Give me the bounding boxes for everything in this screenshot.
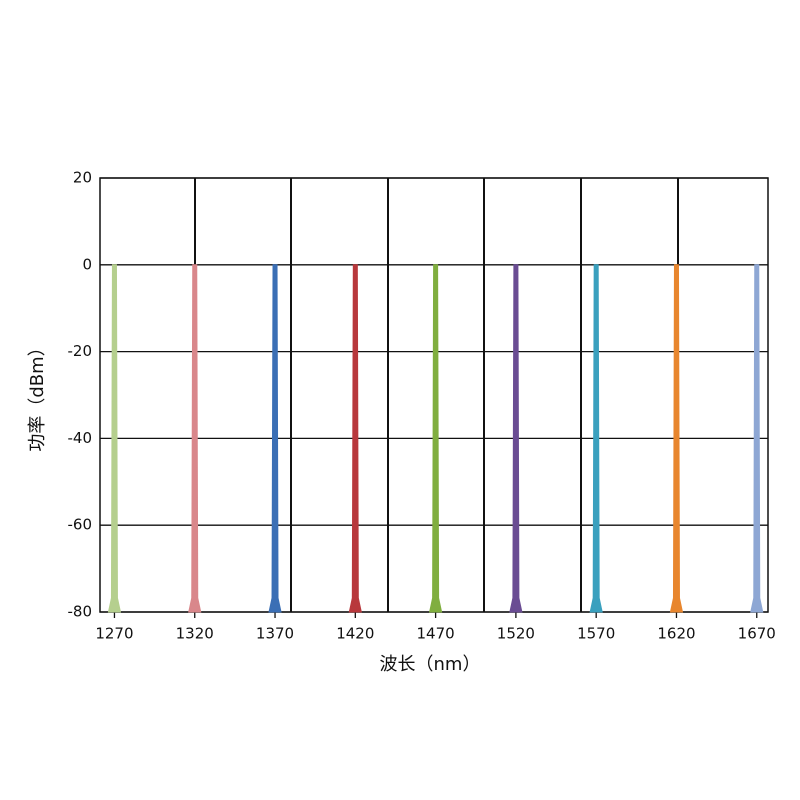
x-tick-label: 1420: [336, 625, 374, 643]
x-tick-label: 1320: [176, 625, 214, 643]
spectral-peak: [428, 264, 443, 613]
spectral-peak: [750, 264, 764, 613]
x-tick-label: 1520: [497, 625, 535, 643]
spectral-peak: [107, 264, 122, 613]
x-tick-label: 1620: [657, 625, 695, 643]
x-tick-label: 1570: [577, 625, 615, 643]
x-tick-label: 1370: [256, 625, 294, 643]
spectral-peak: [188, 264, 202, 613]
y-tick-label: 0: [82, 255, 92, 273]
y-tick-label: -20: [68, 342, 93, 360]
x-tick-label: 1270: [95, 625, 133, 643]
spectral-peak: [268, 264, 282, 613]
y-tick-label: -80: [68, 603, 93, 621]
y-axis-label: 功率（dBm）: [27, 338, 48, 451]
x-tick-label: 1470: [417, 625, 455, 643]
spectral-peak: [509, 264, 523, 613]
spectral-peak: [669, 264, 684, 613]
spectral-peak: [348, 264, 362, 613]
x-axis-label: 波长（nm）: [380, 654, 481, 675]
x-tick-label: 1670: [738, 625, 776, 643]
y-tick-label: -60: [68, 516, 93, 534]
y-tick-label: -40: [68, 429, 93, 447]
separators: [194, 178, 679, 612]
spectral-peak: [589, 264, 603, 613]
y-tick-label: 20: [73, 169, 92, 187]
